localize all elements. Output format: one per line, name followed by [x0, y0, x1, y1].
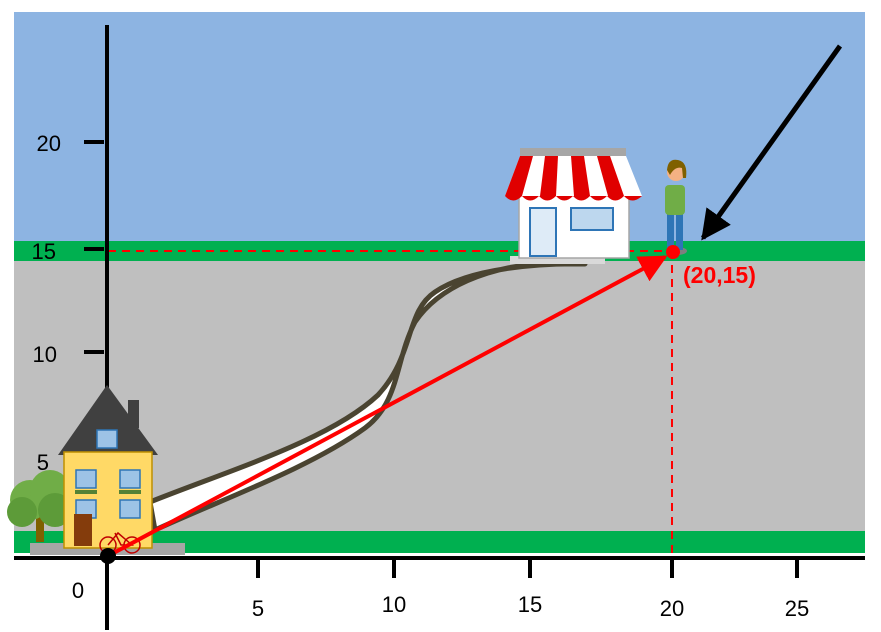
arrow-pointer-icon	[700, 44, 843, 241]
road-area	[14, 260, 865, 532]
y-tick-label-20: 20	[37, 131, 61, 156]
person-icon	[665, 159, 687, 255]
y-tick-label-5: 5	[37, 450, 49, 475]
position-vector-arrow	[107, 255, 668, 558]
x-tick-label-20: 20	[660, 596, 684, 621]
sky-background	[14, 12, 865, 248]
x-tick-label-5: 5	[252, 596, 264, 621]
x-tick-label-10: 10	[382, 592, 406, 617]
y-tick-label-15: 15	[32, 239, 56, 264]
origin-point	[100, 548, 116, 564]
point-coordinate-label: (20,15)	[683, 262, 756, 288]
y-tick-label-10: 10	[33, 342, 57, 367]
x-axis-ticks	[256, 560, 799, 578]
store-icon	[505, 148, 642, 264]
target-point	[666, 245, 680, 259]
origin-label: 0	[72, 578, 84, 603]
grass-strip-bottom	[14, 531, 865, 553]
x-tick-label-25: 25	[785, 596, 809, 621]
x-tick-label-15: 15	[518, 592, 542, 617]
